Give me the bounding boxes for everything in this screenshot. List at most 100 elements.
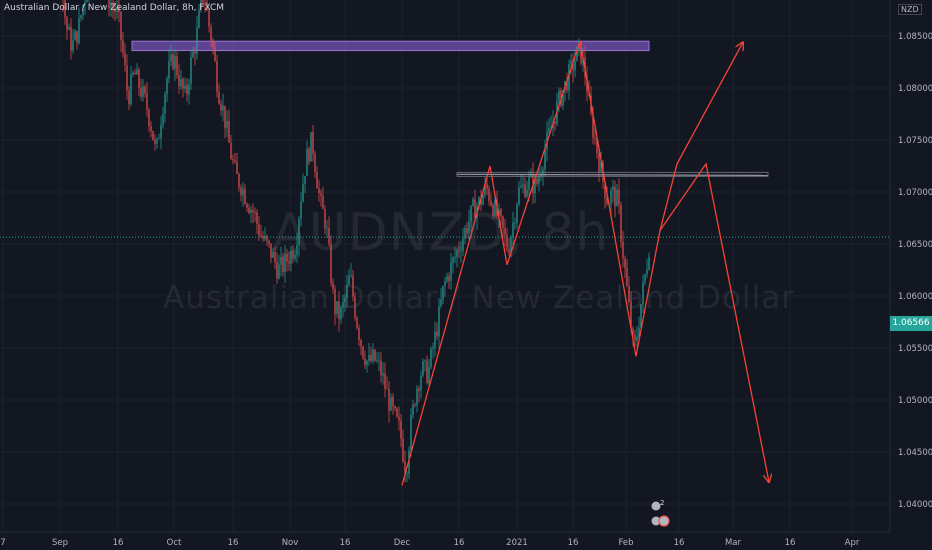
- candle-body: [516, 204, 518, 223]
- candle-body: [348, 276, 350, 286]
- candle-body: [494, 199, 496, 216]
- candle-body: [268, 240, 270, 244]
- candle-body: [140, 87, 142, 97]
- candle-body: [180, 78, 182, 87]
- candle-body: [172, 54, 174, 69]
- candle-body: [202, 0, 204, 2]
- candle-body: [410, 415, 412, 451]
- candle-body: [250, 209, 252, 213]
- candle-body: [468, 221, 470, 234]
- candle-body: [118, 6, 120, 12]
- candle-body: [224, 105, 226, 128]
- candle-body: [290, 250, 292, 264]
- candle-body: [418, 388, 420, 391]
- candle-body: [128, 90, 130, 105]
- candle-body: [536, 178, 538, 184]
- candle-body: [322, 195, 324, 210]
- candle-body: [78, 18, 80, 43]
- y-tick-label-7: 1.07500: [898, 136, 932, 146]
- candle-body: [130, 74, 132, 105]
- candle-body: [538, 176, 540, 184]
- candle-body: [74, 31, 76, 41]
- candle-body: [274, 251, 276, 263]
- candle-body: [386, 388, 388, 390]
- candle-body: [70, 26, 72, 51]
- candle-body: [524, 184, 526, 197]
- current-price-label: 1.06566: [890, 316, 932, 331]
- candle-body: [144, 86, 146, 94]
- x-tick-label-4: 16: [228, 538, 239, 548]
- x-tick-label-9: 2021: [506, 538, 528, 548]
- candle-body: [204, 1, 206, 3]
- candle-body: [500, 209, 502, 217]
- candle-body: [430, 348, 432, 367]
- horizontal-lines: [0, 171, 890, 238]
- candle-body: [294, 255, 296, 259]
- y-tick-label-2: 1.05000: [898, 396, 932, 406]
- candle-body: [308, 148, 310, 162]
- candle-body: [580, 41, 582, 64]
- candle-body: [298, 218, 300, 245]
- candle-body: [474, 199, 476, 218]
- event-dot: [658, 515, 670, 527]
- candle-body: [648, 256, 650, 270]
- candle-body: [342, 301, 344, 308]
- candle-body: [574, 61, 576, 71]
- candle-body: [304, 176, 306, 184]
- candle-body: [164, 94, 166, 114]
- candle-body: [644, 274, 646, 282]
- candle-body: [508, 249, 510, 254]
- candle-body: [338, 301, 340, 320]
- candle-body: [620, 204, 622, 242]
- candle-body: [454, 256, 456, 258]
- candle-body: [162, 113, 164, 126]
- candle-body: [124, 52, 126, 66]
- candle-body: [244, 188, 246, 204]
- candle-body: [208, 10, 210, 27]
- candle-body: [326, 227, 328, 229]
- candle-body: [422, 361, 424, 376]
- candle-body: [134, 72, 136, 75]
- trading-event-markers-icon[interactable]: 2: [650, 499, 670, 527]
- candle-body: [242, 188, 244, 196]
- candle-body: [302, 183, 304, 202]
- candle-body: [452, 257, 454, 263]
- candle-body: [324, 209, 326, 229]
- chart-title[interactable]: Australian Dollar / New Zealand Dollar, …: [4, 3, 225, 13]
- candle-body: [262, 236, 264, 239]
- candle-body: [364, 357, 366, 366]
- candle-body: [426, 360, 428, 384]
- candle-body: [388, 388, 390, 411]
- candle-body: [374, 349, 376, 361]
- candle-body: [486, 183, 488, 189]
- candle-body: [126, 65, 128, 91]
- candle-body: [254, 211, 256, 213]
- candle-body: [642, 281, 644, 305]
- candle-body: [628, 285, 630, 302]
- candle-body: [558, 90, 560, 101]
- candle-body: [228, 120, 230, 143]
- candle-body: [340, 307, 342, 320]
- candle-body: [378, 360, 380, 362]
- candle-body: [414, 404, 416, 406]
- candle-body: [112, 3, 114, 8]
- candle-body: [382, 373, 384, 376]
- candle-body: [528, 177, 530, 190]
- candle-body: [136, 69, 138, 75]
- supply-zone: [131, 40, 650, 52]
- candle-body: [236, 161, 238, 174]
- candle-body: [446, 276, 448, 282]
- candle-body: [296, 244, 298, 256]
- candle-body: [108, 0, 110, 9]
- candle-body: [226, 120, 228, 128]
- candle-body: [276, 262, 278, 279]
- candle-body: [604, 181, 606, 199]
- candle-body: [428, 366, 430, 384]
- candle-body: [336, 301, 338, 314]
- candle-body: [218, 91, 220, 104]
- candle-body: [462, 238, 464, 251]
- candle-body: [624, 258, 626, 269]
- candle-body: [194, 51, 196, 54]
- candle-body: [502, 216, 504, 228]
